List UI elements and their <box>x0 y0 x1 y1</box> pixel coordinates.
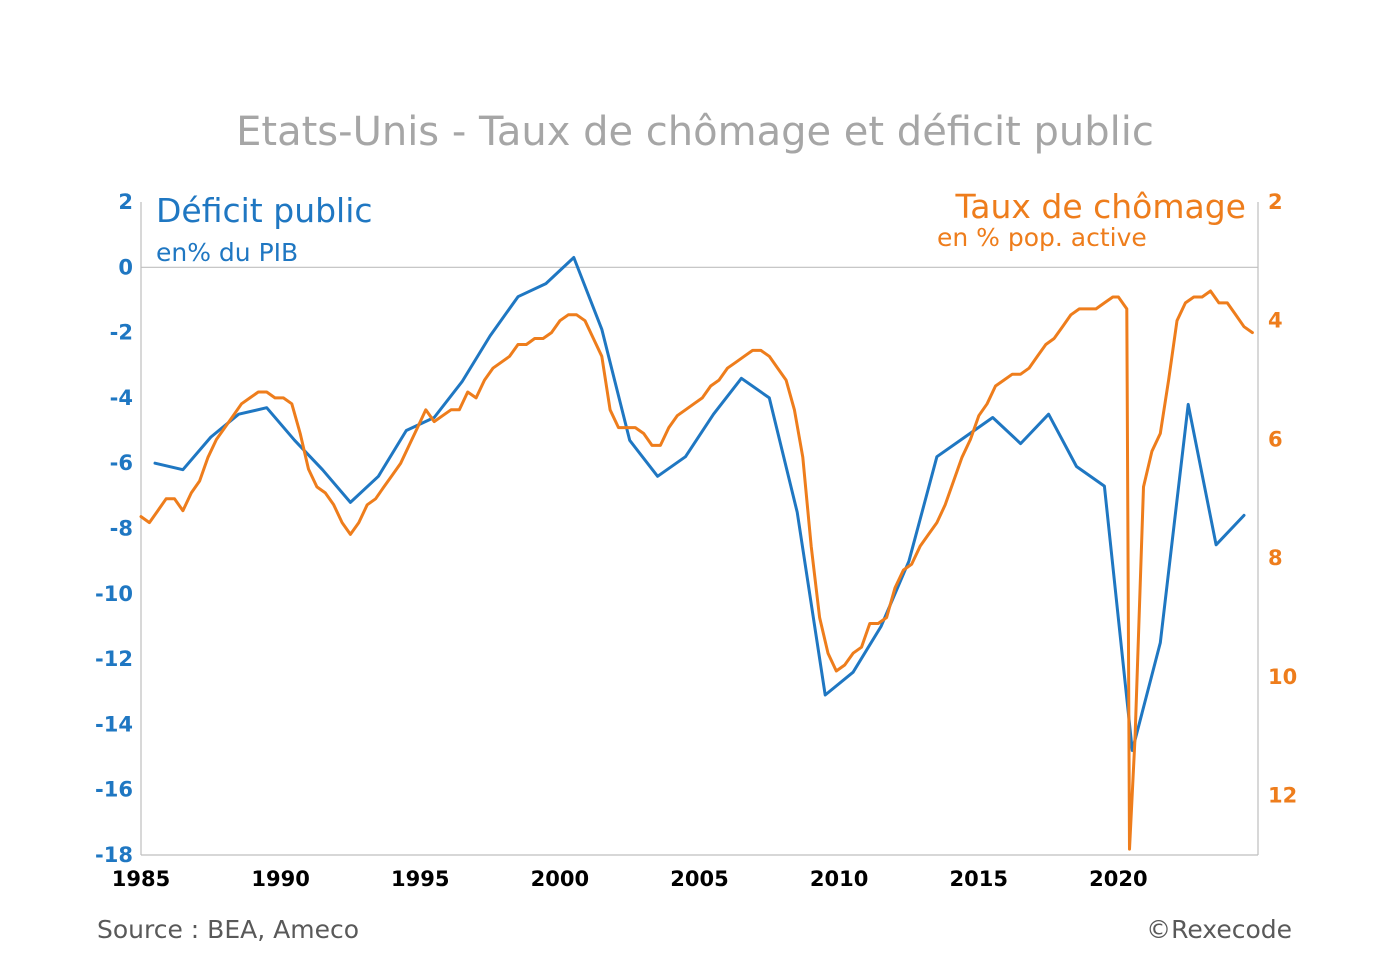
right-axis-unit: en % pop. active <box>937 223 1147 252</box>
left-axis-unit: en% du PIB <box>156 238 298 267</box>
x-tick-label: 2005 <box>670 867 728 891</box>
left-tick-label: -16 <box>95 778 133 802</box>
x-tick-label: 2010 <box>810 867 868 891</box>
left-tick-label: -4 <box>110 386 133 410</box>
right-axis-title: Taux de chômage <box>955 187 1246 226</box>
right-tick-label: 10 <box>1268 665 1297 689</box>
right-tick-label: 12 <box>1268 784 1297 808</box>
series-lines <box>139 256 1254 851</box>
right-tick-label: 4 <box>1268 309 1283 333</box>
copyright: ©Rexecode <box>1146 915 1292 944</box>
left-tick-label: -8 <box>110 517 133 541</box>
right-tick-label: 2 <box>1268 190 1283 214</box>
deficit-series-line <box>153 256 1246 752</box>
left-tick-label: -2 <box>110 321 133 345</box>
x-tick-label: 1990 <box>251 867 309 891</box>
left-tick-label: 0 <box>118 255 133 279</box>
x-tick-label: 1995 <box>391 867 449 891</box>
right-tick-label: 8 <box>1268 546 1283 570</box>
left-tick-label: -12 <box>95 647 133 671</box>
x-tick-label: 2000 <box>531 867 589 891</box>
right-tick-label: 6 <box>1268 427 1283 451</box>
left-axis-title: Déficit public <box>156 191 373 230</box>
left-tick-label: -14 <box>95 712 133 736</box>
chart-title: Etats-Unis - Taux de chômage et déficit … <box>236 109 1154 155</box>
axes <box>140 202 1259 856</box>
left-tick-label: -10 <box>95 582 133 606</box>
unemployment-series-line <box>139 289 1254 851</box>
left-tick-label: -18 <box>95 843 133 867</box>
ticks: 2 0 -2 -4 -6 -8 -10 -12 -14 -16 -18 2 4 6 8 10 12 1985 199… <box>95 190 1297 891</box>
x-tick-label: 1985 <box>112 867 170 891</box>
x-tick-label: 2015 <box>950 867 1008 891</box>
left-tick-label: 2 <box>118 190 133 214</box>
source-note: Source : BEA, Ameco <box>97 915 359 944</box>
left-tick-label: -6 <box>110 451 133 475</box>
x-tick-label: 2020 <box>1089 867 1147 891</box>
